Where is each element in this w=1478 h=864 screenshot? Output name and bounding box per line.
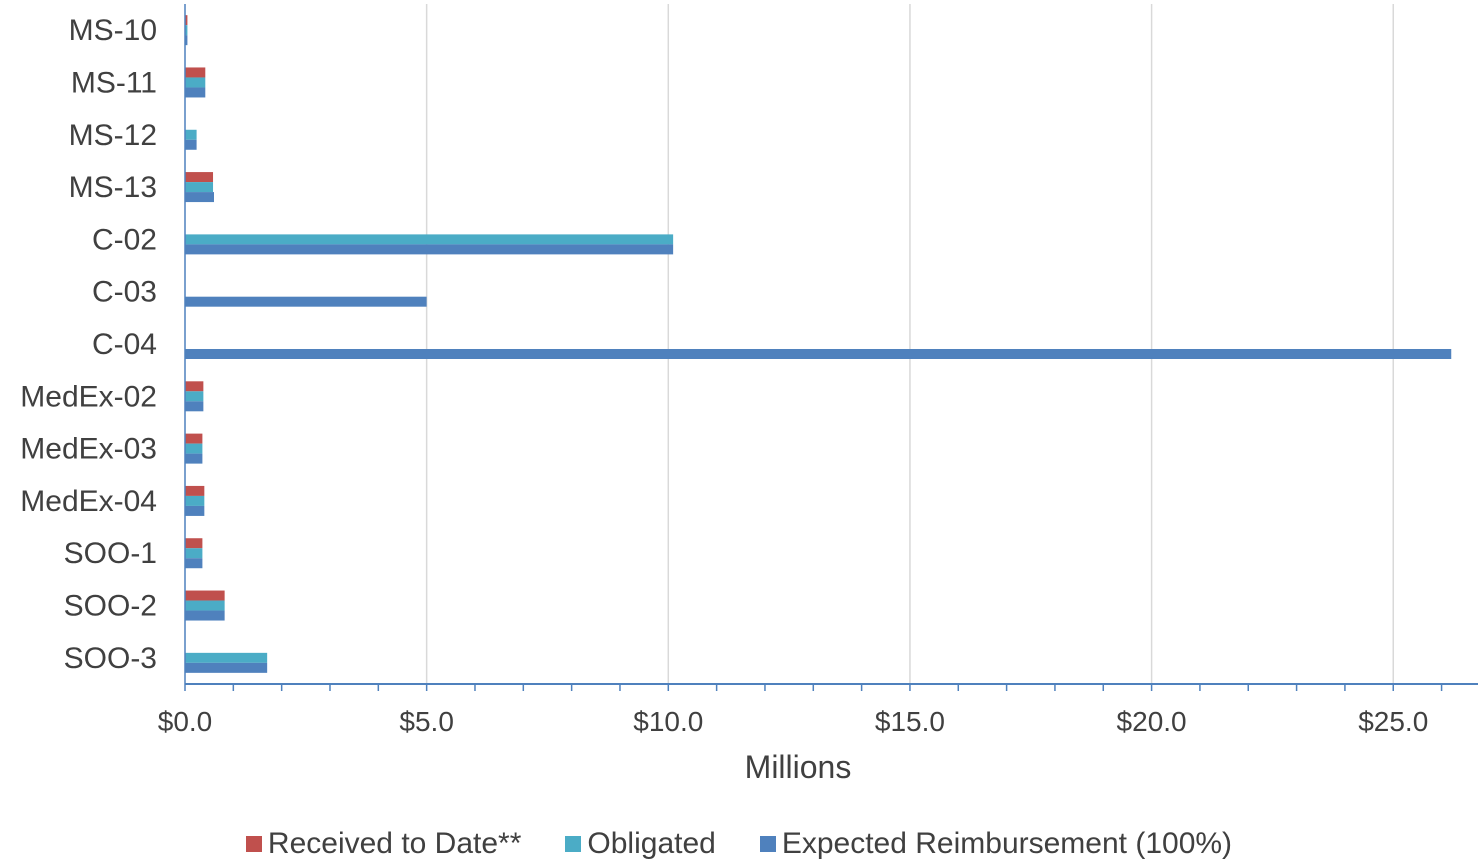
bar (185, 443, 203, 454)
category-label: MedEx-03 (20, 433, 157, 466)
category-label: C-03 (92, 276, 157, 309)
bar (185, 192, 214, 203)
bar (185, 401, 204, 412)
bar (185, 433, 203, 444)
bar (185, 296, 427, 307)
bar (185, 381, 204, 392)
bar (185, 25, 188, 36)
category-labels: MS-10 MS-11 MS-12 MS-13 C-02 C-03 C-04 MedEx-02… (20, 14, 157, 675)
bar (185, 485, 205, 496)
bar (185, 15, 188, 26)
x-axis: $0.0 $5.0 $10.0 $15.0 $20.0 $25.0 (158, 4, 1478, 737)
category-label: MS-13 (69, 171, 157, 204)
bar (185, 391, 204, 402)
bars (185, 15, 1452, 673)
bar (185, 610, 225, 621)
category-label: SOO-2 (64, 590, 157, 623)
category-label: MS-10 (69, 14, 157, 47)
bar (185, 558, 203, 569)
category-label: MS-12 (69, 119, 157, 152)
bar (185, 590, 225, 601)
legend-swatch (565, 836, 582, 852)
legend-swatch (245, 836, 262, 852)
legend-swatch (759, 836, 776, 852)
category-label: SOO-1 (64, 537, 157, 570)
legend-label: Received to Date** (267, 827, 522, 860)
bar (185, 35, 188, 46)
bar (185, 505, 205, 516)
bar (185, 600, 225, 611)
bar (185, 349, 1452, 359)
bar (185, 453, 203, 464)
bar (185, 244, 674, 255)
legend-label: Expected Reimbursement (100%) (781, 827, 1233, 860)
category-label: MedEx-02 (20, 380, 157, 413)
legend-item: Obligated (565, 827, 716, 861)
x-tick-label: $0.0 (158, 706, 213, 737)
bar-chart-svg: $0.0 $5.0 $10.0 $15.0 $20.0 $25.0 MS-10MS-11M… (20, 4, 1478, 785)
x-tick-label: $15.0 (875, 706, 945, 737)
bar (185, 548, 203, 559)
category-label: SOO-3 (64, 642, 157, 675)
bar (185, 538, 203, 549)
bar (185, 139, 197, 150)
category-label: C-02 (92, 223, 157, 256)
x-axis-title: Millions (745, 749, 852, 785)
bar (185, 172, 214, 183)
x-tick-label: $10.0 (633, 706, 703, 737)
category-label: MedEx-04 (20, 485, 157, 518)
category-label: MS-11 (71, 66, 157, 99)
bar (185, 129, 197, 140)
bar (185, 77, 206, 88)
x-tick-label: $5.0 (399, 706, 454, 737)
bar (185, 182, 214, 193)
bar (185, 67, 206, 78)
category-label: C-04 (92, 328, 157, 361)
legend: Received to Date** Obligated Expected Reim… (0, 824, 1478, 864)
x-tick-label: $25.0 (1358, 706, 1428, 737)
bar (185, 662, 268, 673)
bar (185, 495, 205, 506)
bar (185, 87, 206, 98)
legend-item: Expected Reimbursement (100%) (759, 827, 1233, 861)
bar (185, 234, 674, 245)
legend-item: Received to Date** (245, 827, 522, 861)
gridlines (425, 4, 1394, 684)
bar (185, 652, 268, 663)
x-tick-label: $20.0 (1117, 706, 1187, 737)
legend-label: Obligated (587, 827, 716, 860)
